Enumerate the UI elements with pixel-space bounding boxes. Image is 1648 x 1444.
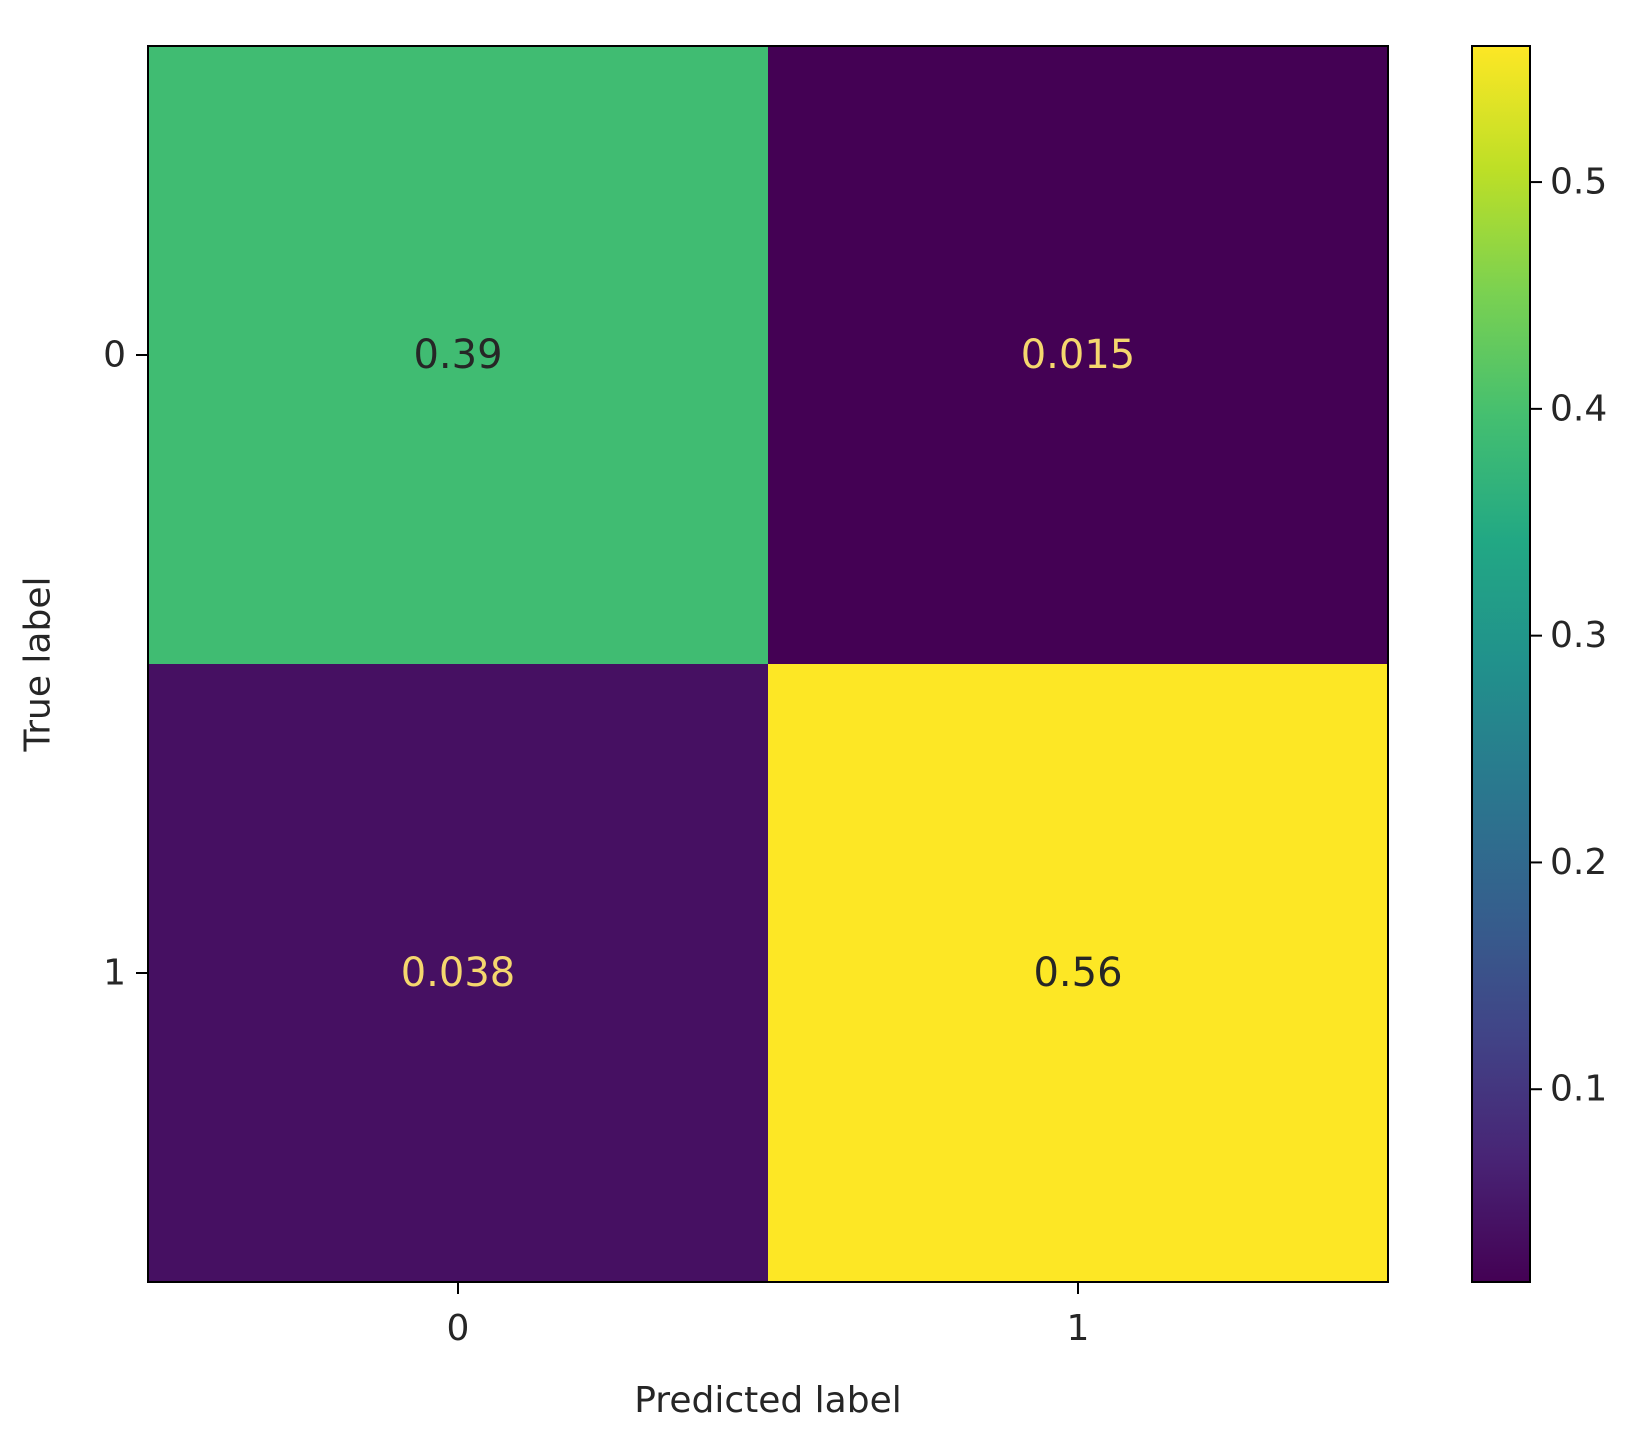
colorbar-frame [1471, 45, 1531, 1283]
cell-value-label-0-1: 0.015 [1021, 332, 1136, 378]
colorbar-tick-label-2: 0.3 [1550, 615, 1607, 656]
x-tick-label-1: 1 [1067, 1308, 1090, 1349]
heatmap-cell-0-0 [148, 46, 768, 664]
colorbar-ticks: 0.1 0.2 0.3 0.4 0.5 [1530, 162, 1607, 1110]
colorbar-tick-label-4: 0.5 [1550, 162, 1607, 203]
cell-value-label-1-0: 0.038 [401, 950, 516, 996]
heatmap-cell-0-1 [768, 46, 1388, 664]
x-axis-label: Predicted label [634, 1380, 902, 1421]
y-axis: 01 [103, 335, 148, 994]
heatmap-cell-1-0 [148, 664, 768, 1282]
y-tick-label-0: 0 [103, 335, 126, 376]
cell-value-labels: 0.39 0.015 0.038 0.56 [401, 332, 1136, 996]
colorbar [1472, 46, 1530, 1282]
plot-frame [147, 45, 1389, 1283]
heatmap-cell-1-1 [768, 664, 1388, 1282]
x-tick-label-0: 0 [447, 1308, 470, 1349]
y-tick-label-1: 1 [103, 953, 126, 994]
cell-value-label-0-0: 0.39 [413, 332, 502, 378]
colorbar-tick-label-3: 0.4 [1550, 388, 1607, 429]
cell-value-label-1-1: 0.56 [1033, 950, 1122, 996]
colorbar-tick-label-1: 0.2 [1550, 842, 1607, 883]
y-axis-label: True label [18, 577, 59, 753]
heatmap-cells [148, 46, 1388, 1282]
colorbar-tick-label-0: 0.1 [1550, 1069, 1607, 1110]
